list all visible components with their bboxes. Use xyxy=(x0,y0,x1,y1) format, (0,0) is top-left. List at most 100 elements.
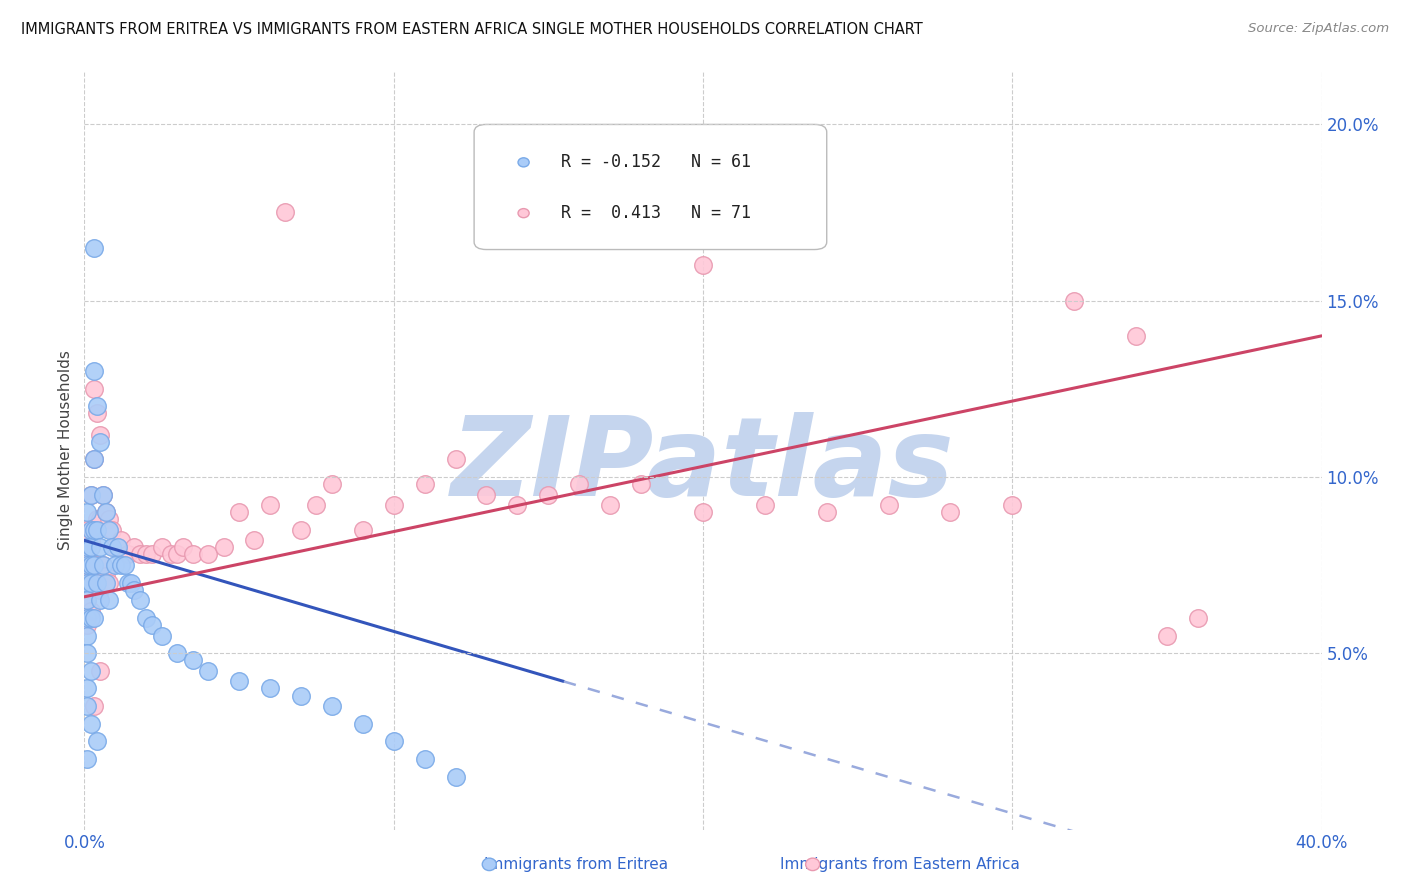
Point xyxy=(413,477,436,491)
Point xyxy=(172,541,194,555)
Point xyxy=(166,646,188,660)
Point xyxy=(89,434,111,449)
Point xyxy=(76,611,98,625)
Point xyxy=(141,548,163,562)
Ellipse shape xyxy=(517,158,529,167)
Point xyxy=(274,205,297,219)
Point xyxy=(76,699,98,714)
Point xyxy=(86,558,108,572)
FancyBboxPatch shape xyxy=(474,125,827,250)
Point xyxy=(212,541,235,555)
Point xyxy=(305,498,328,512)
Ellipse shape xyxy=(482,858,496,871)
Point xyxy=(107,541,129,555)
Point xyxy=(83,452,105,467)
Point xyxy=(86,512,108,526)
Point xyxy=(79,664,101,678)
Point xyxy=(129,548,152,562)
Text: ZIPatlas: ZIPatlas xyxy=(451,412,955,519)
Point xyxy=(76,505,98,519)
Point xyxy=(630,477,652,491)
Point xyxy=(98,512,121,526)
Point xyxy=(83,523,105,537)
Text: R = -0.152   N = 61: R = -0.152 N = 61 xyxy=(561,153,751,171)
Point xyxy=(321,699,343,714)
Point xyxy=(83,523,105,537)
Point xyxy=(877,498,900,512)
Point xyxy=(243,533,266,548)
Point xyxy=(122,582,145,597)
Point xyxy=(89,593,111,607)
Point xyxy=(104,541,127,555)
Point xyxy=(91,558,114,572)
Point xyxy=(150,541,173,555)
Point xyxy=(79,541,101,555)
Point xyxy=(94,575,117,590)
Point xyxy=(83,364,105,378)
Point xyxy=(94,505,117,519)
Point xyxy=(94,505,117,519)
Point xyxy=(76,593,98,607)
Point xyxy=(76,575,98,590)
Point xyxy=(181,548,204,562)
Text: IMMIGRANTS FROM ERITREA VS IMMIGRANTS FROM EASTERN AFRICA SINGLE MOTHER HOUSEHOL: IMMIGRANTS FROM ERITREA VS IMMIGRANTS FR… xyxy=(21,22,922,37)
Point xyxy=(939,505,962,519)
Point xyxy=(1063,293,1085,308)
Point xyxy=(79,487,101,501)
Point xyxy=(76,523,98,537)
Point xyxy=(259,498,281,512)
Point xyxy=(110,533,132,548)
Point xyxy=(86,575,108,590)
Text: Source: ZipAtlas.com: Source: ZipAtlas.com xyxy=(1249,22,1389,36)
Point xyxy=(76,568,98,582)
Ellipse shape xyxy=(806,858,820,871)
Point xyxy=(129,593,152,607)
Point xyxy=(76,558,98,572)
Point xyxy=(599,498,621,512)
Point xyxy=(259,681,281,696)
Point xyxy=(76,593,98,607)
Point xyxy=(79,533,101,548)
Point xyxy=(101,541,124,555)
Point xyxy=(475,487,498,501)
Point xyxy=(76,548,98,562)
Point xyxy=(94,568,117,582)
Point xyxy=(89,582,111,597)
Point xyxy=(104,558,127,572)
Point xyxy=(83,382,105,396)
Point xyxy=(76,681,98,696)
Point xyxy=(352,523,374,537)
Point xyxy=(89,664,111,678)
Point xyxy=(86,734,108,748)
Point xyxy=(91,487,114,501)
Point xyxy=(413,752,436,766)
Point xyxy=(537,487,560,501)
Point xyxy=(114,558,136,572)
Point xyxy=(160,548,183,562)
Point xyxy=(692,505,714,519)
Point xyxy=(110,558,132,572)
Point xyxy=(91,487,114,501)
Y-axis label: Single Mother Households: Single Mother Households xyxy=(58,351,73,550)
Point xyxy=(89,541,111,555)
Point xyxy=(1156,629,1178,643)
Point xyxy=(98,575,121,590)
Point xyxy=(290,689,312,703)
Point xyxy=(754,498,776,512)
Point xyxy=(382,498,405,512)
Point xyxy=(89,512,111,526)
Point xyxy=(83,452,105,467)
Point xyxy=(382,734,405,748)
Point xyxy=(86,523,108,537)
Point xyxy=(150,629,173,643)
Point xyxy=(506,498,529,512)
Point xyxy=(83,558,105,572)
Point xyxy=(79,558,101,572)
Point xyxy=(79,604,101,618)
Point xyxy=(98,593,121,607)
Point xyxy=(117,575,139,590)
Point xyxy=(568,477,591,491)
Point xyxy=(181,653,204,667)
Point xyxy=(79,716,101,731)
Point xyxy=(83,699,105,714)
